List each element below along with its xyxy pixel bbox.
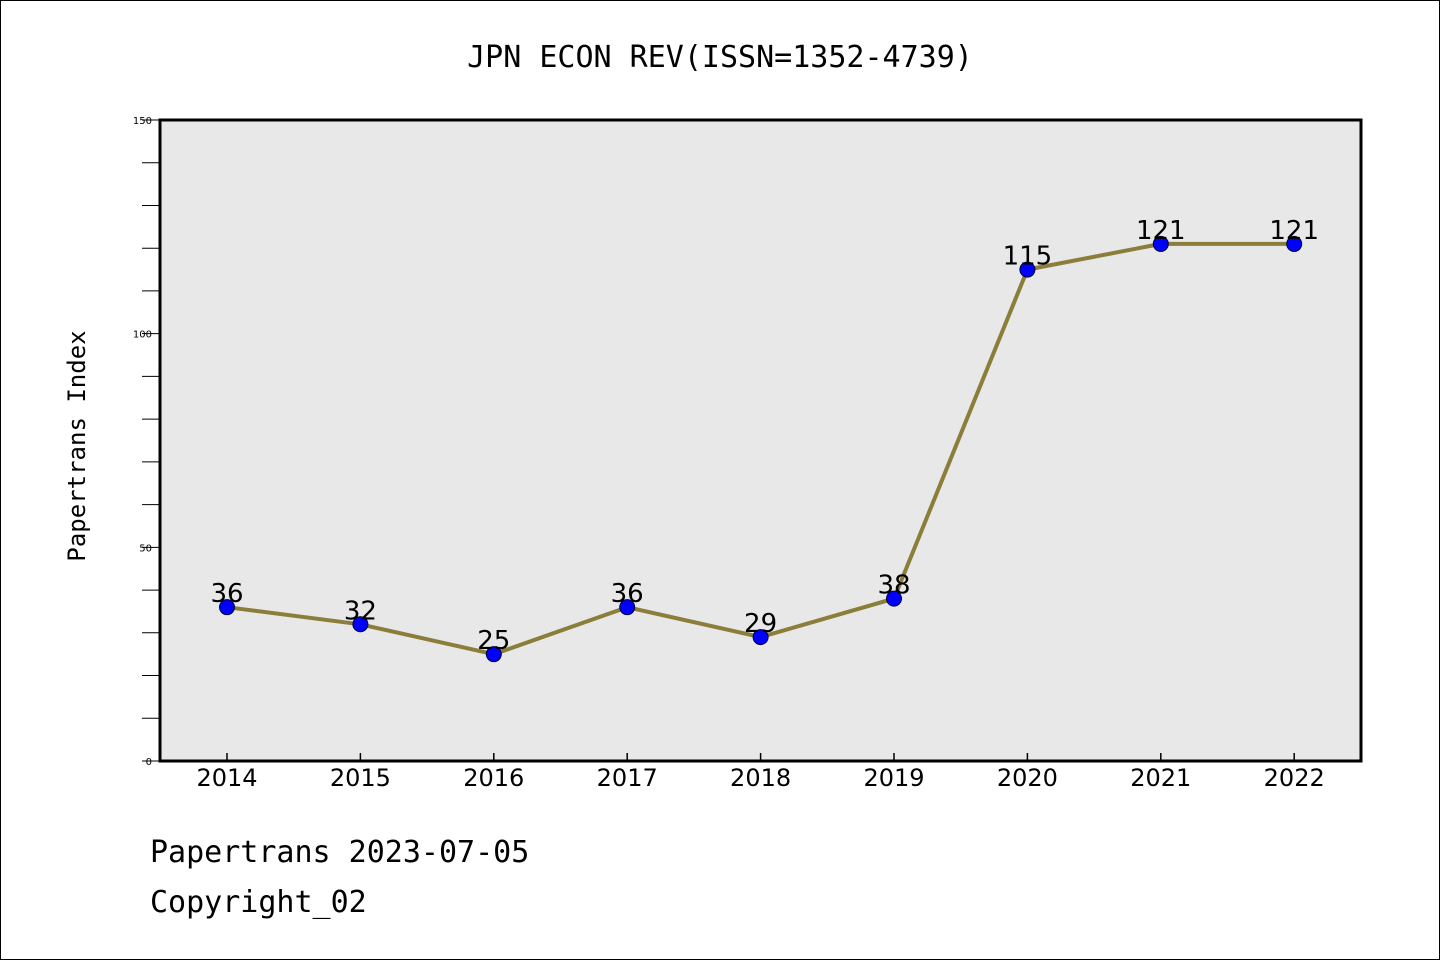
x-tick-label: 2016 <box>463 764 524 792</box>
data-label: 36 <box>611 579 644 609</box>
data-label: 36 <box>210 579 243 609</box>
data-point <box>619 599 636 616</box>
x-tick-label: 2020 <box>997 764 1058 792</box>
x-axis: 2014 2015 2016 2017 2018 2019 2020 2021 2022 <box>196 753 1325 792</box>
footer-copyright: Copyright_02 <box>150 885 367 920</box>
x-tick-label: 2019 <box>863 764 924 792</box>
x-tick-label: 2021 <box>1130 764 1191 792</box>
footer-date: Papertrans 2023-07-05 <box>150 835 530 870</box>
y-tick-label: 0 <box>146 757 152 768</box>
data-label: 25 <box>477 626 510 656</box>
data-label: 121 <box>1269 216 1319 246</box>
data-point <box>219 599 235 616</box>
data-label: 115 <box>1003 242 1053 272</box>
x-tick-label: 2022 <box>1264 764 1325 792</box>
data-label: 121 <box>1136 216 1186 246</box>
plot-border <box>158 118 1363 763</box>
data-point <box>1019 261 1036 278</box>
y-axis: 0 50 100 150 <box>133 116 160 768</box>
plot-area <box>160 120 1361 761</box>
data-point <box>752 629 769 646</box>
y-tick-label: 100 <box>133 330 152 341</box>
data-labels: 36 32 25 36 29 38 115 121 121 <box>210 216 1319 656</box>
y-tick-label: 150 <box>133 116 152 127</box>
data-point <box>352 616 369 633</box>
y-tick-label: 50 <box>139 543 152 554</box>
data-point <box>1152 235 1169 252</box>
data-point <box>1286 235 1303 252</box>
y-axis-label: Papertrans Index <box>63 330 91 561</box>
series-layer <box>219 235 1303 663</box>
data-label: 38 <box>877 571 910 601</box>
data-point <box>886 590 902 607</box>
data-label: 29 <box>744 609 777 639</box>
x-tick-label: 2015 <box>330 764 391 792</box>
x-tick-label: 2017 <box>597 764 658 792</box>
data-point <box>485 646 502 663</box>
chart-title: JPN ECON REV(ISSN=1352-4739) <box>467 40 973 75</box>
x-tick-label: 2018 <box>730 764 791 792</box>
x-tick-label: 2014 <box>196 764 257 792</box>
data-label: 32 <box>344 596 377 626</box>
